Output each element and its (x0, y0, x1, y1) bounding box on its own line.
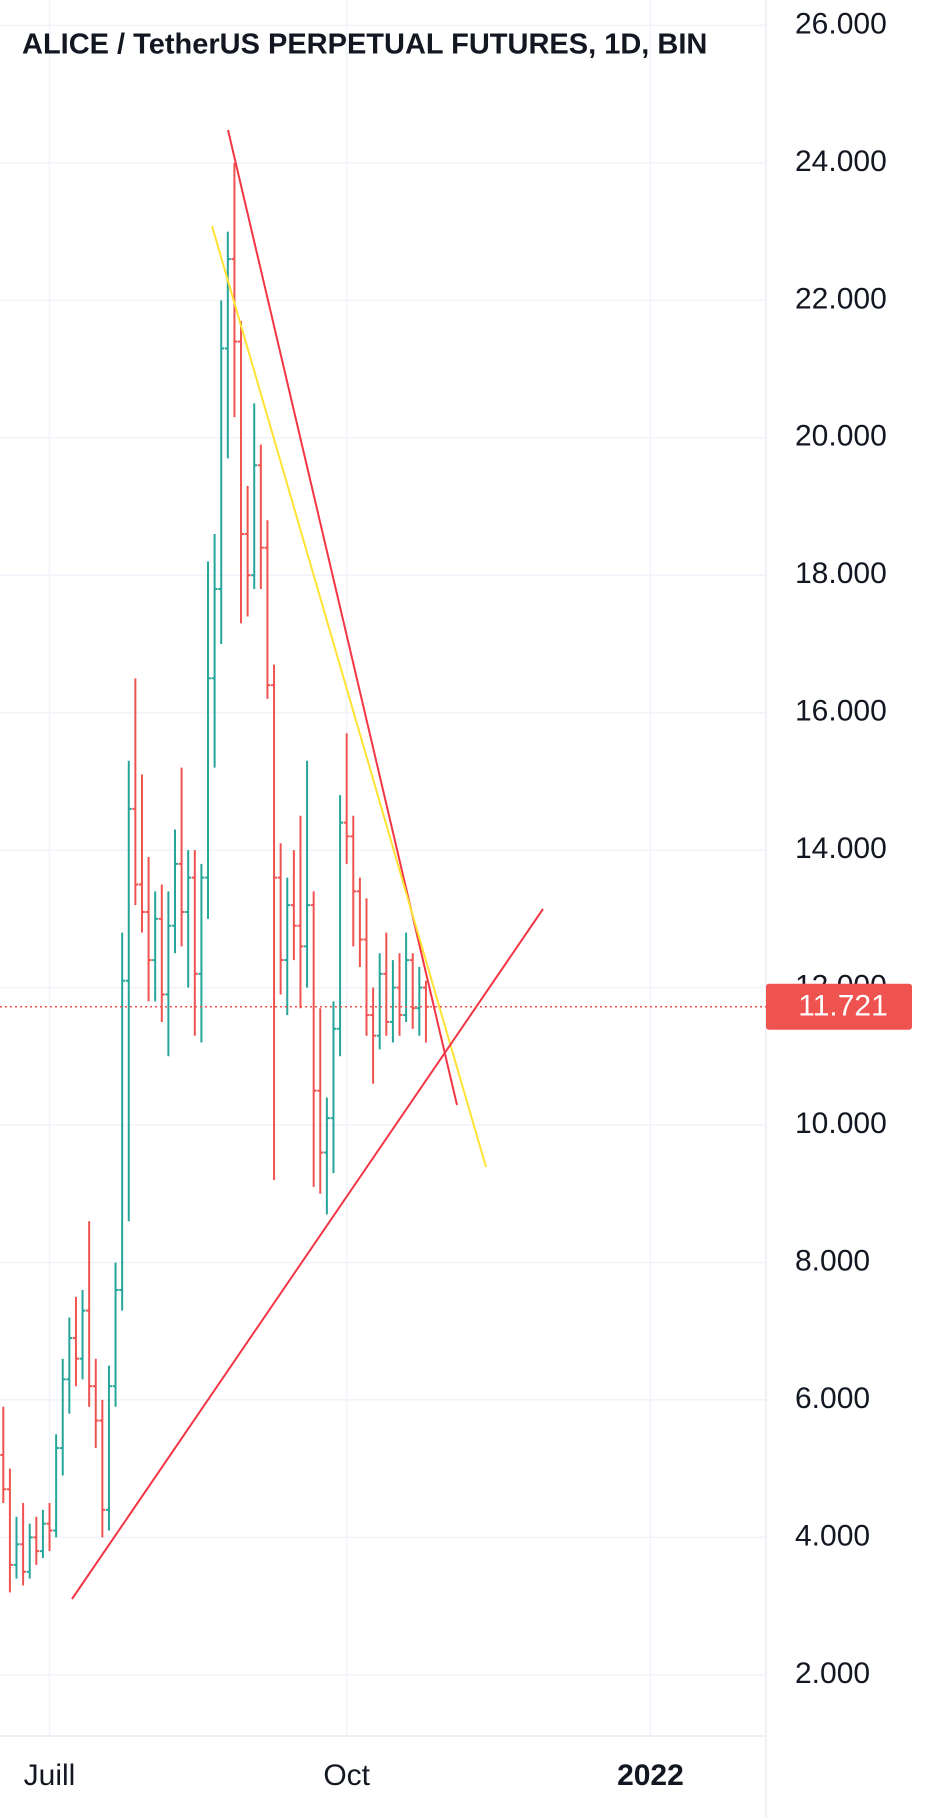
x-tick-label: Juill (24, 1759, 76, 1792)
axes: 2.0004.0006.0008.00010.00012.00014.00016… (0, 7, 912, 1792)
y-tick-label: 14.000 (795, 832, 887, 865)
grid (0, 0, 766, 1736)
y-tick-label: 6.000 (795, 1382, 870, 1415)
y-tick-label: 10.000 (795, 1107, 887, 1140)
y-tick-label: 18.000 (795, 557, 887, 590)
price-label-bg (766, 983, 912, 1030)
trend-line (227, 129, 458, 1106)
y-tick-label: 20.000 (795, 420, 887, 453)
bars (0, 162, 429, 1593)
y-tick-label: 26.000 (795, 7, 887, 40)
y-tick-label: 4.000 (795, 1519, 870, 1552)
title-clip: ALICE / TetherUS PERPETUAL FUTURES, 1D, … (22, 29, 707, 61)
trend-line (211, 225, 487, 1168)
x-tick-label: 2022 (617, 1759, 684, 1792)
y-tick-label: 2.000 (795, 1657, 870, 1690)
y-tick-label: 8.000 (795, 1244, 870, 1277)
y-tick-label: 24.000 (795, 145, 887, 178)
y-tick-label: 16.000 (795, 695, 887, 728)
trend-line (71, 908, 544, 1600)
x-tick-label: Oct (323, 1759, 370, 1792)
drawings (71, 129, 544, 1600)
y-tick-label: 22.000 (795, 282, 887, 315)
price-label: 11.721 (798, 990, 888, 1023)
chart-title: ALICE / TetherUS PERPETUAL FUTURES, 1D, … (22, 29, 707, 61)
